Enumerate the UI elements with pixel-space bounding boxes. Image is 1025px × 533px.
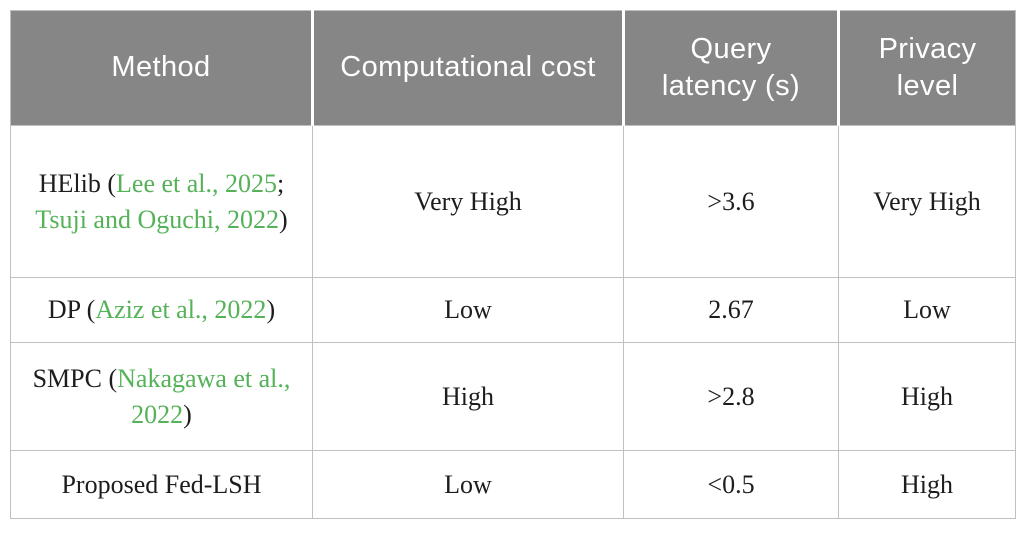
cell-privacy-level: High (838, 450, 1016, 519)
table-row: Proposed Fed-LSH Low <0.5 High (10, 450, 1016, 519)
method-text: ) (183, 399, 192, 429)
col-header-privacy-level: Privacy level (837, 10, 1016, 126)
cell-computational-cost: High (312, 342, 624, 451)
cell-method: DP (Aziz et al., 2022) (10, 277, 313, 343)
cell-query-latency: >3.6 (623, 125, 839, 278)
citation-link[interactable]: Nakagawa et al., 2022 (117, 363, 291, 429)
col-header-method: Method (10, 10, 313, 126)
cell-method: Proposed Fed-LSH (10, 450, 313, 519)
method-text: ; (277, 168, 285, 198)
comparison-table-wrapper: Method Computational cost Query latency … (10, 10, 1016, 519)
col-header-query-latency: Query latency (s) (622, 10, 839, 126)
method-text: ) (266, 295, 276, 325)
cell-query-latency: <0.5 (623, 450, 839, 519)
method-text: SMPC ( (32, 363, 118, 393)
cell-computational-cost: Very High (312, 125, 624, 278)
table-row: HElib (Lee et al., 2025; Tsuji and Oguch… (10, 125, 1016, 278)
citation-link[interactable]: Tsuji and Oguchi, 2022 (35, 204, 280, 234)
method-comparison-table: Method Computational cost Query latency … (10, 10, 1016, 519)
method-text: HElib ( (38, 168, 117, 198)
citation-link[interactable]: Aziz et al., 2022 (95, 295, 267, 325)
method-text: ) (279, 204, 288, 234)
method-text: DP ( (47, 295, 96, 325)
table-row: DP (Aziz et al., 2022) Low 2.67 Low (10, 277, 1016, 343)
cell-computational-cost: Low (312, 450, 624, 519)
citation-link[interactable]: Lee et al., 2025 (116, 168, 278, 198)
table-row: SMPC (Nakagawa et al., 2022) High >2.8 H… (10, 342, 1016, 451)
cell-privacy-level: Very High (838, 125, 1016, 278)
cell-method: HElib (Lee et al., 2025; Tsuji and Oguch… (10, 125, 313, 278)
method-text: Proposed Fed-LSH (61, 469, 262, 499)
cell-computational-cost: Low (312, 277, 624, 343)
cell-query-latency: 2.67 (623, 277, 839, 343)
cell-query-latency: >2.8 (623, 342, 839, 451)
cell-privacy-level: High (838, 342, 1016, 451)
cell-privacy-level: Low (838, 277, 1016, 343)
table-header-row: Method Computational cost Query latency … (10, 10, 1016, 126)
cell-method: SMPC (Nakagawa et al., 2022) (10, 342, 313, 451)
col-header-computational-cost: Computational cost (311, 10, 624, 126)
